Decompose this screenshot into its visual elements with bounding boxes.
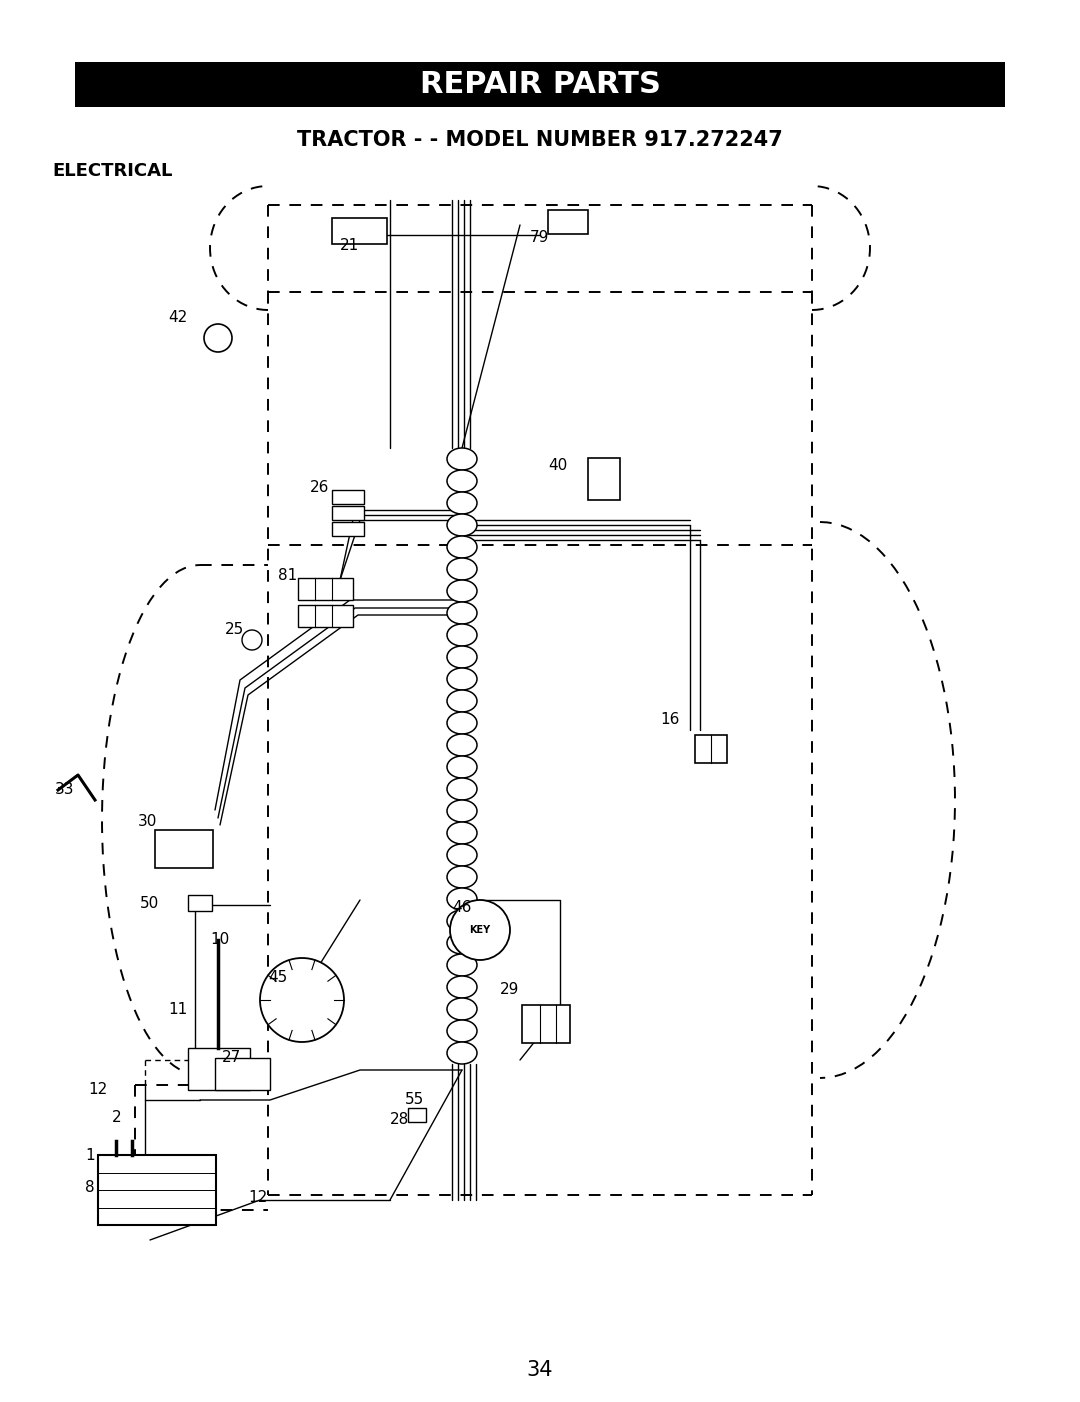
Ellipse shape <box>447 822 477 844</box>
Text: 27: 27 <box>222 1050 241 1066</box>
Circle shape <box>204 324 232 352</box>
Ellipse shape <box>447 712 477 735</box>
Ellipse shape <box>447 910 477 932</box>
Bar <box>75 62 1005 107</box>
Ellipse shape <box>447 601 477 624</box>
Bar <box>588 458 620 501</box>
Text: 8: 8 <box>85 1180 95 1196</box>
Ellipse shape <box>447 866 477 887</box>
Ellipse shape <box>447 887 477 910</box>
Ellipse shape <box>447 492 477 515</box>
Ellipse shape <box>447 667 477 690</box>
Ellipse shape <box>447 580 477 601</box>
Text: 11: 11 <box>168 1002 187 1018</box>
Ellipse shape <box>447 844 477 866</box>
Bar <box>215 1059 270 1089</box>
Text: KEY: KEY <box>470 925 490 935</box>
Text: 28: 28 <box>390 1113 409 1127</box>
Bar <box>548 210 588 234</box>
Text: 42: 42 <box>168 310 187 325</box>
Circle shape <box>242 629 262 651</box>
Text: 16: 16 <box>660 712 679 728</box>
Ellipse shape <box>447 756 477 778</box>
Bar <box>332 506 364 520</box>
Text: 34: 34 <box>527 1360 553 1380</box>
Bar <box>408 1108 426 1122</box>
Text: 79: 79 <box>530 230 550 245</box>
Text: REPAIR PARTS: REPAIR PARTS <box>419 70 661 100</box>
Ellipse shape <box>447 801 477 822</box>
Ellipse shape <box>447 646 477 667</box>
Text: 40: 40 <box>548 457 567 472</box>
Ellipse shape <box>447 536 477 558</box>
Text: 1: 1 <box>85 1147 95 1162</box>
Bar <box>156 830 213 868</box>
Bar <box>298 606 353 627</box>
Ellipse shape <box>447 624 477 646</box>
Text: 25: 25 <box>225 622 244 638</box>
Ellipse shape <box>447 1021 477 1042</box>
Ellipse shape <box>447 932 477 953</box>
Bar <box>298 578 353 600</box>
Bar <box>98 1155 216 1225</box>
Text: TRACTOR - - MODEL NUMBER 917.272247: TRACTOR - - MODEL NUMBER 917.272247 <box>297 130 783 150</box>
Ellipse shape <box>447 515 477 536</box>
Bar <box>332 522 364 536</box>
Ellipse shape <box>447 778 477 801</box>
Ellipse shape <box>447 449 477 470</box>
Text: 45: 45 <box>268 970 287 986</box>
Text: 33: 33 <box>55 782 75 798</box>
Ellipse shape <box>447 1042 477 1064</box>
Ellipse shape <box>447 690 477 712</box>
Bar <box>188 894 212 911</box>
Text: 12: 12 <box>87 1082 107 1098</box>
Ellipse shape <box>447 470 477 492</box>
Circle shape <box>260 958 345 1042</box>
Text: 81: 81 <box>278 568 297 583</box>
Text: 30: 30 <box>138 815 158 830</box>
Ellipse shape <box>447 953 477 976</box>
Text: 10: 10 <box>210 932 229 948</box>
Bar <box>332 491 364 503</box>
Bar <box>522 1005 570 1043</box>
Text: ELECTRICAL: ELECTRICAL <box>52 163 173 179</box>
Text: 46: 46 <box>453 900 471 916</box>
Ellipse shape <box>447 976 477 998</box>
Circle shape <box>450 900 510 960</box>
Bar <box>188 1049 249 1089</box>
Text: 55: 55 <box>405 1092 424 1108</box>
Ellipse shape <box>447 558 477 580</box>
Text: 29: 29 <box>500 983 519 997</box>
Ellipse shape <box>447 735 477 756</box>
Text: 12: 12 <box>248 1190 267 1206</box>
Bar <box>696 735 727 763</box>
Text: 2: 2 <box>112 1110 122 1126</box>
Ellipse shape <box>447 998 477 1021</box>
Text: 26: 26 <box>310 481 329 495</box>
Text: 21: 21 <box>340 237 360 252</box>
Bar <box>332 217 387 244</box>
Text: 50: 50 <box>140 896 159 910</box>
